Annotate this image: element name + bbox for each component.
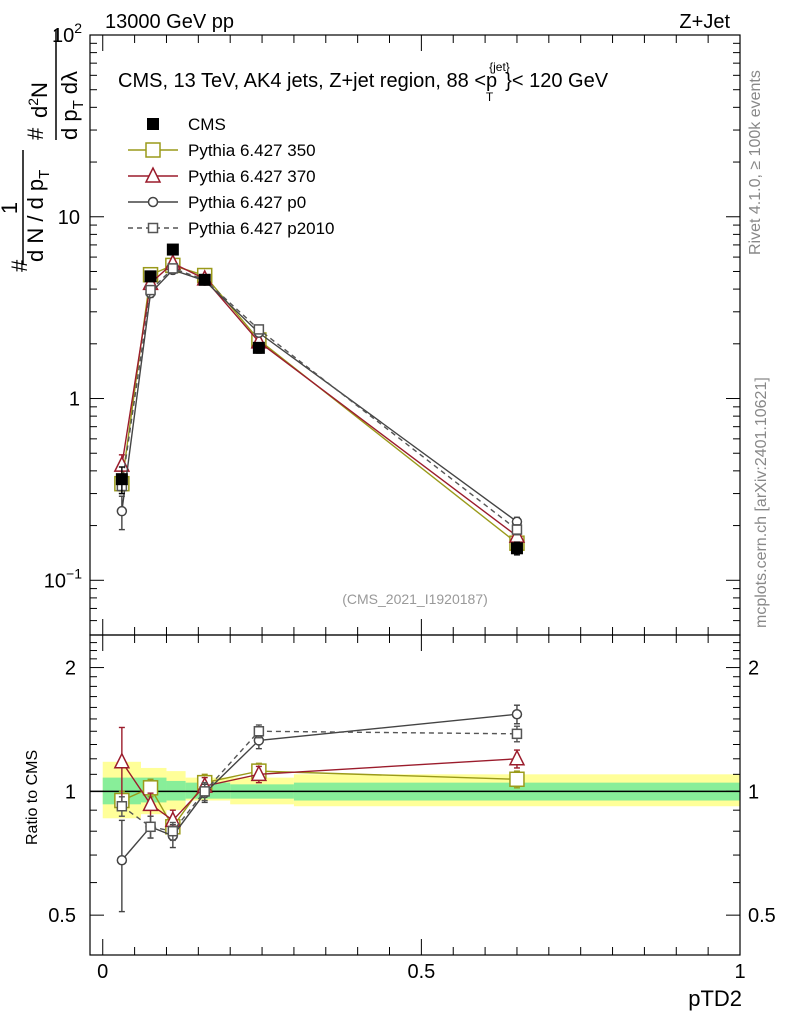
marker-triangle bbox=[250, 764, 268, 782]
marker-circle bbox=[116, 505, 128, 517]
ylabel-num2: d2N bbox=[25, 82, 52, 118]
marker-triangle bbox=[508, 749, 526, 766]
marker-triangle bbox=[113, 752, 131, 769]
ratio-tick-label-right: 2 bbox=[748, 658, 759, 680]
marker-square bbox=[199, 786, 210, 797]
marker-circle bbox=[511, 708, 523, 720]
y-tick-label: 1 bbox=[69, 389, 80, 411]
y-tick-label: 102 bbox=[52, 20, 82, 47]
ylabel-hash2: # bbox=[23, 127, 48, 140]
upper-p2010-line bbox=[121, 267, 518, 531]
marker-square bbox=[511, 728, 523, 740]
marker-square bbox=[145, 142, 161, 158]
legend-label: CMS bbox=[188, 115, 226, 134]
plot-title: CMS, 13 TeV, AK4 jets, Z+jet region, 88 … bbox=[118, 60, 609, 104]
ylabel-hash1: # bbox=[7, 259, 32, 272]
ylabel-den1: d N / d pT bbox=[23, 170, 53, 262]
marker-square bbox=[116, 800, 128, 812]
legend-label: Pythia 6.427 p2010 bbox=[188, 219, 335, 238]
marker-triangle bbox=[142, 794, 159, 812]
ratio-frame bbox=[89, 634, 741, 956]
legend: CMS Pythia 6.427 350 Pythia 6.427 370 Pythi… bbox=[128, 115, 335, 238]
y-tick-label: 10 bbox=[58, 207, 80, 229]
y-tick-label: 10−1 bbox=[44, 565, 82, 592]
legend-label: Pythia 6.427 p0 bbox=[188, 193, 306, 212]
header-right: Z+Jet bbox=[679, 11, 730, 33]
ratio-p0-line bbox=[121, 713, 518, 861]
ratio-ylabel: Ratio to CMS bbox=[24, 750, 41, 845]
legend-label: Pythia 6.427 350 bbox=[188, 141, 316, 160]
legend-label: Pythia 6.427 370 bbox=[188, 167, 316, 186]
marker-filled-square bbox=[198, 273, 211, 286]
upper-ylabel: # 1 d N / d pT # d2N d pTdλ bbox=[0, 30, 87, 272]
marker-square bbox=[511, 524, 523, 535]
ylabel-num1: 1 bbox=[0, 202, 22, 214]
ratio-tick-label: 1 bbox=[65, 781, 76, 803]
header-left: 13000 GeV pp bbox=[105, 11, 234, 33]
upper-p0-line bbox=[121, 269, 518, 523]
marker-square bbox=[167, 825, 179, 837]
x-tick-label: 0 bbox=[97, 961, 108, 983]
marker-square bbox=[147, 222, 159, 234]
marker-square bbox=[253, 726, 265, 737]
x-tick-label: 0.5 bbox=[407, 961, 435, 983]
upper-p350-line bbox=[121, 264, 518, 544]
ratio-tick-label-right: 1 bbox=[748, 781, 759, 803]
marker-filled-square bbox=[510, 542, 523, 555]
upper-panel: 10−1 1 10 102 bbox=[44, 20, 741, 636]
rivet-label: Rivet 4.1.0, ≥ 100k events bbox=[747, 70, 764, 255]
ylabel-den2: d pTdλ bbox=[57, 71, 87, 140]
marker-square bbox=[145, 821, 156, 833]
marker-square bbox=[167, 263, 179, 274]
ratio-panel: 0.5 0.5 1 1 2 2 0 0.5 1 bbox=[48, 634, 776, 983]
mcplots-label: mcplots.cern.ch [arXiv:2401.10621] bbox=[753, 377, 770, 628]
marker-circle bbox=[147, 196, 159, 208]
marker-filled-square bbox=[252, 341, 265, 354]
marker-triangle bbox=[144, 166, 162, 183]
marker-filled-square bbox=[144, 270, 157, 283]
marker-circle bbox=[116, 854, 128, 866]
marker-filled-square bbox=[115, 473, 128, 486]
marker-filled-square bbox=[166, 243, 179, 256]
x-axis-label: pTD2 bbox=[688, 986, 742, 1011]
ratio-tick-label-right: 0.5 bbox=[748, 905, 776, 927]
ratio-tick-label: 0.5 bbox=[48, 905, 76, 927]
upper-p370-line bbox=[121, 262, 518, 537]
legend-marker-cms bbox=[147, 118, 159, 130]
ratio-p370-line bbox=[121, 758, 518, 822]
analysis-tag: (CMS_2021_I1920187) bbox=[342, 591, 488, 607]
marker-square bbox=[253, 324, 265, 335]
x-tick-label: 1 bbox=[734, 961, 745, 983]
marker-square bbox=[145, 284, 156, 296]
marker-square bbox=[509, 771, 525, 788]
ratio-tick-label: 2 bbox=[65, 658, 76, 680]
